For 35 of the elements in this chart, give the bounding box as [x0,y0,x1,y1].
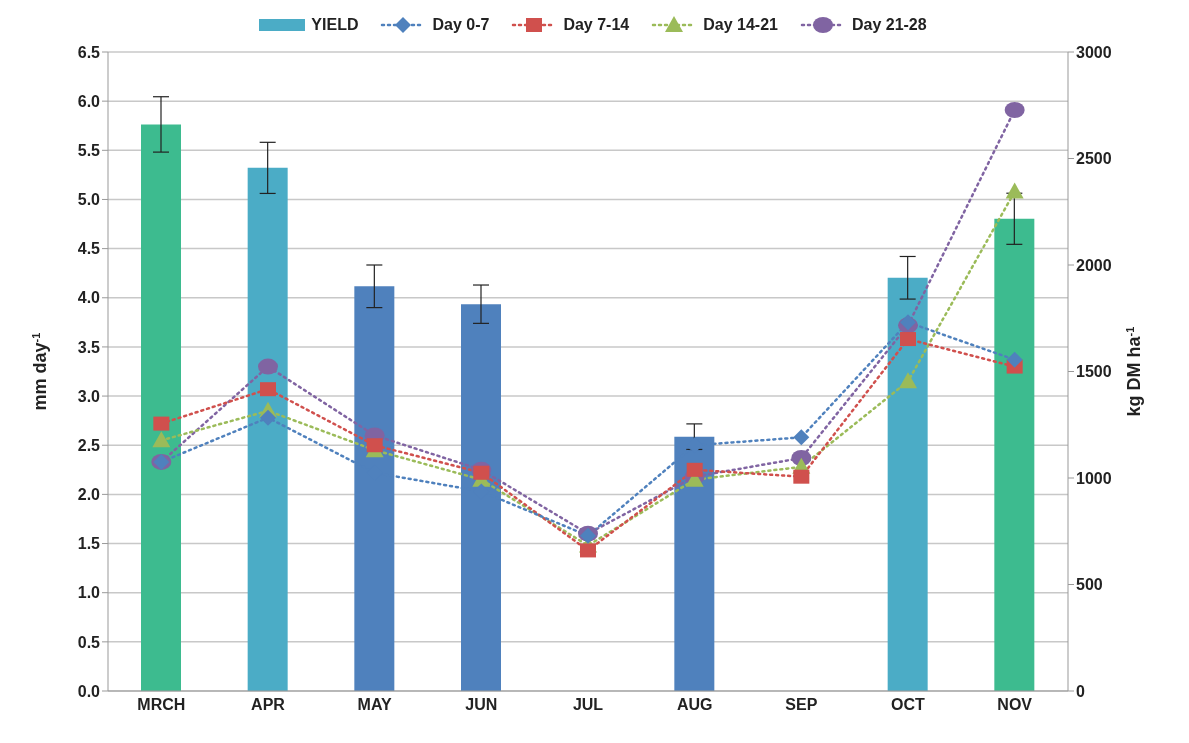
x-tick-label: AUG [676,696,713,714]
x-tick-label: MAY [357,696,393,714]
y-tick-label: 2.0 [77,486,101,504]
legend-label: Day 14-21 [703,16,778,34]
legend-label: Day 7-14 [563,16,630,34]
y-tick-label: 4.5 [77,240,101,258]
x-tick-label: APR [251,696,286,714]
legend-label: Day 21-28 [851,16,927,34]
y2-tick-label: 1000 [1076,469,1112,487]
y2-tick-label: 1500 [1076,363,1112,381]
y-tick-label: 2.5 [77,436,101,454]
y-tick-label: 6.5 [77,43,101,61]
y-tick-label: 5.0 [77,191,101,209]
y-tick-label: 1.0 [77,584,101,602]
x-tick-label: SEP [785,696,818,714]
x-tick-label: JUN [465,696,498,714]
y-tick-label: 1.5 [77,535,101,553]
legend-label: Day 0-7 [432,16,490,34]
x-tick-label: MRCH [137,696,186,714]
y-tick-label: 0.0 [77,682,101,700]
y2-tick-label: 3000 [1076,43,1112,61]
y-tick-label: 0.5 [77,633,101,651]
y-tick-label: 6.0 [77,92,101,110]
legend-label: YIELD [311,16,359,34]
x-tick-label: NOV [997,696,1033,714]
y-tick-label: 3.0 [77,387,101,405]
y-tick-label: 3.5 [77,338,101,356]
y-tick-label: 5.5 [77,141,101,159]
x-tick-label: JUL [572,696,604,714]
x-tick-label: OCT [891,696,926,714]
y2-tick-label: 500 [1076,576,1103,594]
y2-tick-label: 2500 [1076,150,1112,168]
y2-tick-label: 2000 [1076,256,1112,274]
y2-tick-label: 0 [1076,682,1085,700]
y-tick-label: 4.0 [77,289,101,307]
